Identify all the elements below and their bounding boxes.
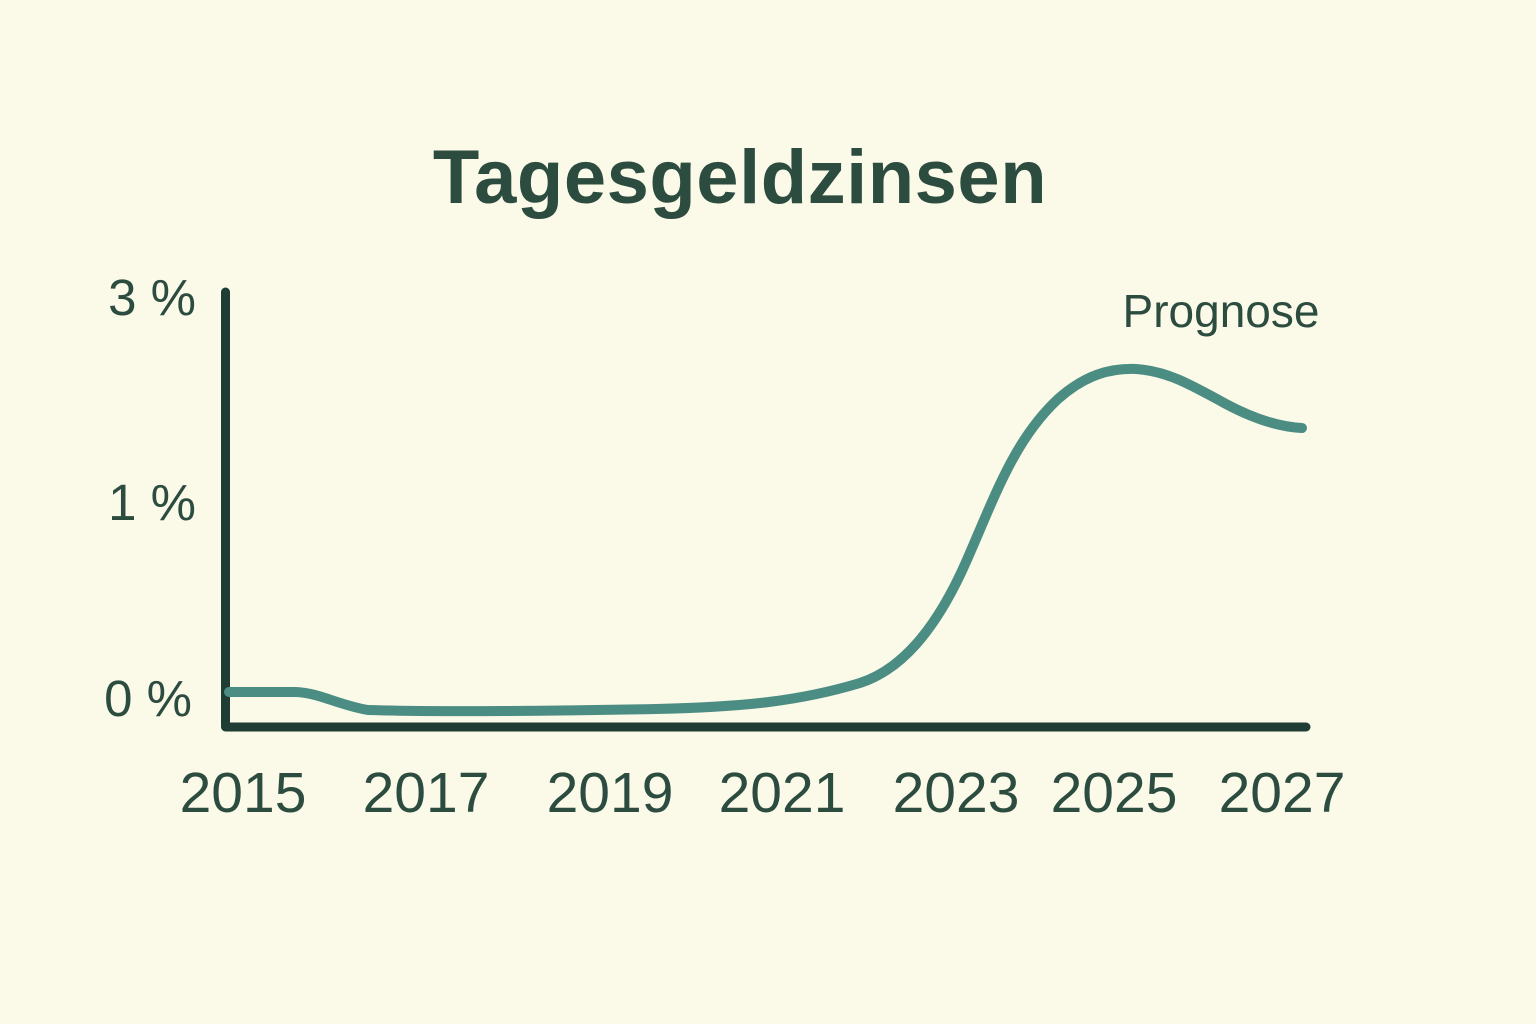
- chart-title: Tagesgeldzinsen: [433, 135, 1047, 220]
- x-axis-tick-2027: 2027: [1219, 761, 1346, 825]
- x-axis-tick-2017: 2017: [363, 761, 490, 825]
- x-axis-tick-2021: 2021: [719, 761, 846, 825]
- x-axis-tick-2023: 2023: [893, 761, 1020, 825]
- interest-rate-line-series: [224, 363, 1307, 717]
- forecast-annotation-label: Prognose: [1123, 285, 1320, 337]
- x-axis-tick-2019: 2019: [547, 761, 674, 825]
- x-axis-tick-2015: 2015: [180, 761, 307, 825]
- y-axis-tick-0pct: 0 %: [104, 670, 192, 727]
- y-axis-tick-3pct: 3 %: [108, 269, 196, 326]
- y-axis-tick-1pct: 1 %: [108, 474, 196, 531]
- x-axis-tick-2025: 2025: [1051, 761, 1178, 825]
- axes-lines: [221, 287, 1311, 732]
